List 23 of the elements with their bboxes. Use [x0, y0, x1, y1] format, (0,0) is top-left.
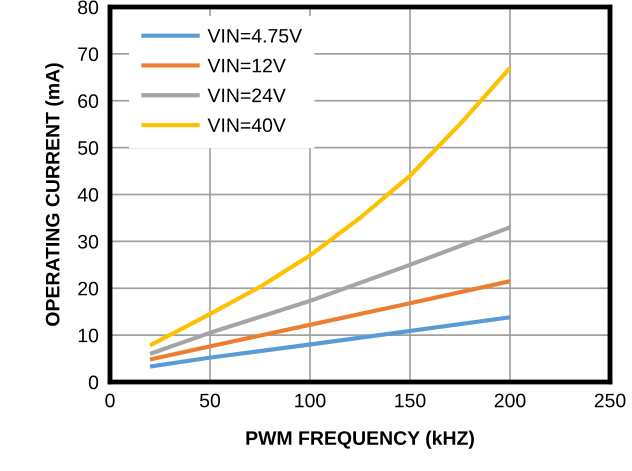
legend-label: VIN=40V	[208, 118, 286, 132]
x-tick-label: 200	[494, 394, 526, 408]
y-tick-label: 10	[78, 328, 98, 342]
y-tick-label: 0	[88, 375, 98, 390]
y-tick-label: 20	[78, 282, 98, 296]
x-tick-label: 150	[395, 394, 426, 408]
x-axis-title: PWM FREQUENCY (kHZ)	[246, 430, 474, 449]
y-tick-label: 50	[78, 141, 98, 155]
x-tick-label: 50	[200, 394, 220, 408]
x-tick-label: 100	[295, 394, 326, 408]
y-tick-label: 80	[78, 0, 98, 14]
legend-label: VIN=4.75V	[208, 29, 302, 43]
y-tick-label: 70	[78, 47, 98, 62]
line-series	[148, 279, 512, 362]
line-series	[148, 315, 512, 369]
x-tick-label: 0	[105, 394, 115, 408]
y-axis-title: OPERATING CURRENT (mA)	[45, 63, 64, 326]
y-tick-label: 40	[78, 188, 98, 202]
legend-label: VIN=24V	[208, 88, 286, 102]
x-tick-label: 250	[594, 394, 626, 408]
y-tick-label: 30	[78, 234, 98, 249]
legend-label: VIN=12V	[208, 58, 286, 72]
y-tick-label: 60	[78, 94, 98, 108]
